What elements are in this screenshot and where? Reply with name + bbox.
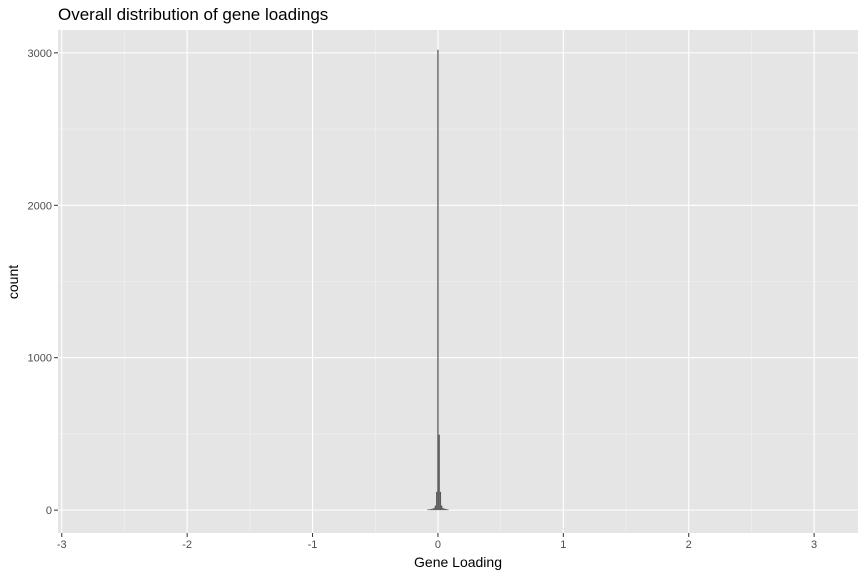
x-tick-label: 0 — [435, 539, 441, 551]
x-tick-label: 1 — [560, 539, 566, 551]
major-gridlines — [58, 30, 858, 533]
y-tick-label: 1000 — [28, 353, 52, 365]
histogram-bar — [444, 508, 447, 511]
x-tick-label: 2 — [686, 539, 692, 551]
x-tick-label: -1 — [308, 539, 318, 551]
chart-title: Overall distribution of gene loadings — [58, 5, 328, 24]
histogram-bar — [436, 491, 438, 511]
histogram-bar — [442, 507, 444, 511]
y-tick-label: 0 — [46, 505, 52, 517]
histogram-bar — [433, 507, 435, 511]
histogram-bar — [427, 509, 429, 511]
y-tick-label: 2000 — [28, 200, 52, 212]
histogram-bar — [432, 508, 434, 511]
x-axis-title: Gene Loading — [414, 554, 502, 570]
histogram-bar — [428, 509, 430, 511]
histogram-bar — [429, 509, 432, 511]
histogram-bar — [437, 49, 439, 511]
histogram-bar — [431, 508, 433, 511]
histogram-bar — [439, 491, 442, 511]
x-tick-label: 3 — [811, 539, 817, 551]
histogram-bar — [438, 434, 440, 511]
y-tick-label: 3000 — [28, 48, 52, 60]
histogram-bar — [446, 509, 448, 511]
x-tick-label: -3 — [57, 539, 67, 551]
histogram-bar — [443, 508, 445, 511]
x-tick-label: -2 — [182, 539, 192, 551]
y-axis-title: count — [5, 265, 21, 299]
x-axis: -3 -2 -1 0 1 2 3 — [57, 533, 817, 551]
minor-gridlines — [58, 30, 858, 533]
y-axis: 0 1000 2000 3000 — [28, 48, 58, 517]
histogram-bars — [427, 49, 449, 511]
histogram-bar — [447, 509, 449, 511]
histogram-bar — [434, 505, 437, 511]
histogram-bar — [441, 505, 443, 511]
